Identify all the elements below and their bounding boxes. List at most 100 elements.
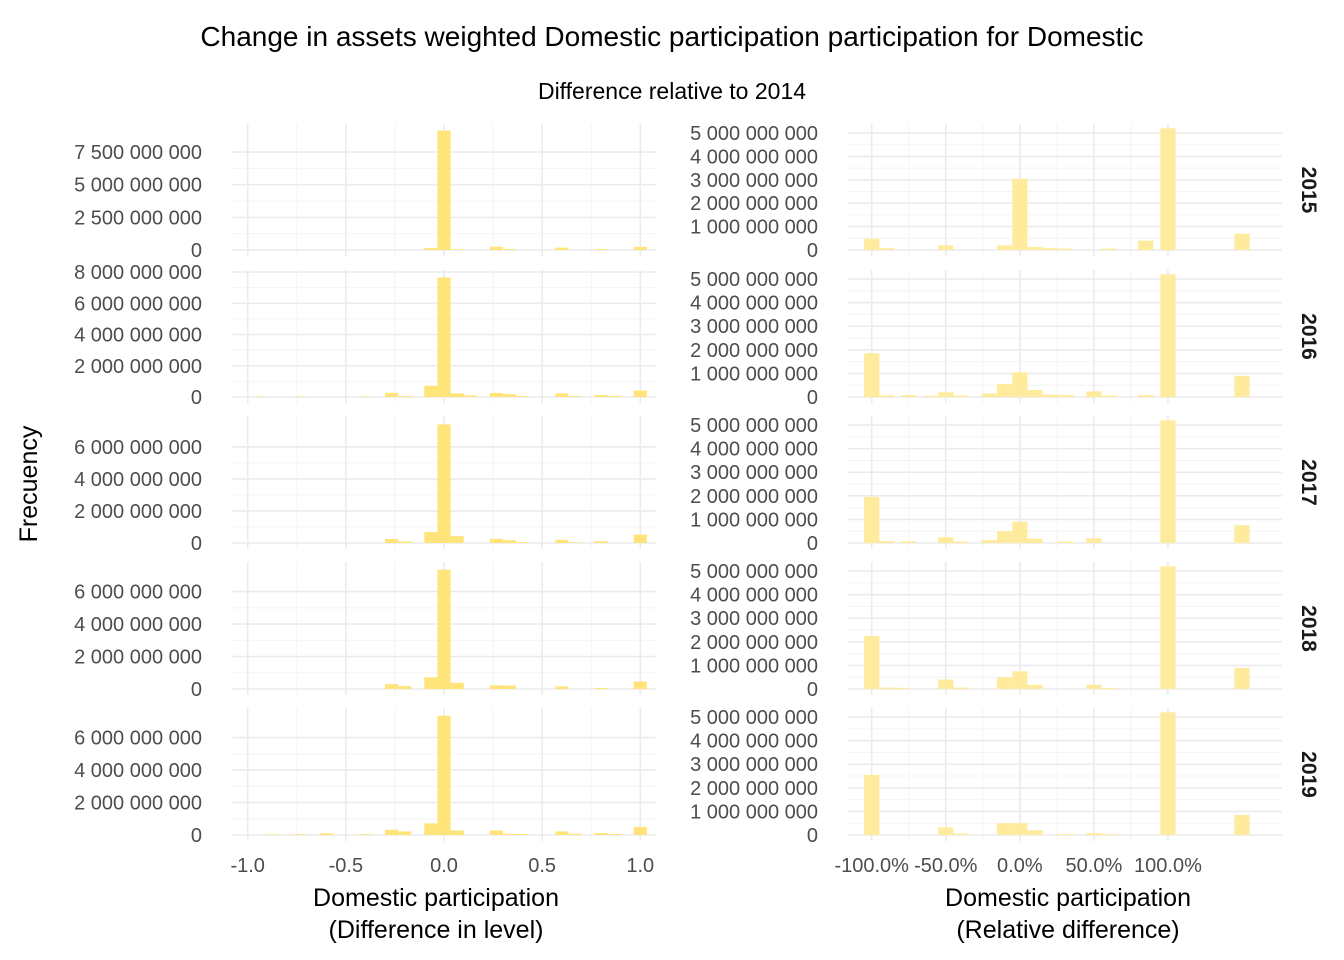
facet-strip-label: 2016 xyxy=(1297,313,1320,360)
histogram-bar xyxy=(1086,391,1102,397)
y-tick-label: 4 000 000 000 xyxy=(690,293,818,315)
y-tick-label: 6 000 000 000 xyxy=(74,728,202,750)
y-tick-label: 0 xyxy=(807,533,818,555)
histogram-bar xyxy=(1160,128,1176,250)
histogram-bar xyxy=(437,424,451,543)
histogram-bar xyxy=(424,677,438,689)
x-tick-label: -50.0% xyxy=(914,855,978,877)
histogram-bar xyxy=(489,246,503,250)
y-tick-label: 2 000 000 000 xyxy=(690,778,818,800)
histogram-bar xyxy=(555,247,569,250)
histogram-bar xyxy=(293,396,307,398)
histogram-bar xyxy=(952,687,969,689)
histogram-bar xyxy=(1160,712,1176,835)
histogram-bar xyxy=(1234,814,1250,835)
y-tick-label: 2 000 000 000 xyxy=(74,356,202,378)
y-tick-label: 2 000 000 000 xyxy=(74,647,202,669)
histogram-bar xyxy=(450,536,464,543)
histogram-bar xyxy=(502,394,516,397)
histogram-bar xyxy=(254,396,268,398)
x-tick-label: 100.0% xyxy=(1134,855,1202,877)
y-tick-label: 4 000 000 000 xyxy=(74,469,202,491)
x-tick-label: -1.0 xyxy=(230,855,264,877)
facet-strip-label: 2017 xyxy=(1297,459,1320,506)
histogram-bar xyxy=(594,394,608,397)
histogram-bar xyxy=(981,393,997,397)
histogram-bar xyxy=(385,684,399,689)
histogram-bar xyxy=(1160,274,1176,397)
histogram-bar xyxy=(1027,830,1043,835)
histogram-bar xyxy=(996,245,1013,250)
y-tick-label: 1 000 000 000 xyxy=(690,217,818,239)
histogram-bar xyxy=(385,538,399,543)
histogram-bar xyxy=(901,395,917,397)
histogram-bar xyxy=(1101,834,1117,835)
histogram-bar xyxy=(633,826,647,835)
histogram-bar xyxy=(437,569,451,689)
y-tick-label: 3 000 000 000 xyxy=(690,754,818,776)
histogram-bar xyxy=(893,687,909,689)
histogram-bar xyxy=(437,277,451,397)
histogram-bar xyxy=(502,833,516,835)
histogram-bar xyxy=(515,834,530,835)
histogram-bar xyxy=(515,396,530,397)
histogram-bar xyxy=(555,686,569,689)
histogram-bar xyxy=(1086,684,1102,689)
histogram-bar xyxy=(1012,178,1028,250)
histogram-bar xyxy=(1027,389,1043,397)
x-tick-label: 0.0% xyxy=(997,855,1043,877)
y-axis-title: Frecuency xyxy=(15,425,43,542)
histogram-bar xyxy=(1012,521,1028,543)
histogram-bar xyxy=(450,830,464,835)
histogram-bar xyxy=(463,395,477,397)
histogram-bar xyxy=(398,831,412,835)
histogram-bar xyxy=(489,685,503,689)
histogram-bar xyxy=(996,823,1013,835)
histogram-bar xyxy=(450,393,464,397)
y-tick-label: 0 xyxy=(191,679,202,701)
y-tick-label: 7 500 000 000 xyxy=(74,142,202,164)
histogram-bar xyxy=(555,393,569,397)
histogram-bar xyxy=(938,537,954,543)
panel-left-2015: 0 2 500 000 000 5 000 000 000 7 500 000 000 xyxy=(74,124,656,262)
x-tick-label: 1.0 xyxy=(626,855,654,877)
histogram-bar xyxy=(594,541,608,543)
y-tick-label: 8 000 000 000 xyxy=(74,262,202,284)
histogram-bar xyxy=(450,682,464,689)
histogram-bar xyxy=(1012,372,1028,397)
x-tick-label: 0.5 xyxy=(528,855,556,877)
histogram-bar xyxy=(607,396,621,397)
y-tick-label: 0 xyxy=(807,679,818,701)
y-tick-label: 6 000 000 000 xyxy=(74,293,202,315)
histogram-bar xyxy=(1027,684,1043,689)
histogram-bar xyxy=(385,392,399,397)
histogram-bar xyxy=(398,541,412,543)
histogram-bar xyxy=(864,353,880,397)
right-x-axis-title-line1: Domestic participation xyxy=(945,884,1191,912)
y-tick-label: 0 xyxy=(191,240,202,262)
y-tick-label: 5 000 000 000 xyxy=(690,707,818,729)
x-tick-label: -100.0% xyxy=(834,855,909,877)
y-tick-label: 2 000 000 000 xyxy=(690,193,818,215)
y-tick-label: 1 000 000 000 xyxy=(690,801,818,823)
panel-left-2018: 0 2 000 000 000 4 000 000 000 6 000 000 000 xyxy=(74,562,656,701)
histogram-bar xyxy=(1027,538,1043,543)
left-x-axis-title-line1: Domestic participation xyxy=(313,884,559,912)
y-tick-label: 4 000 000 000 xyxy=(690,439,818,461)
y-tick-label: 4 000 000 000 xyxy=(690,585,818,607)
histogram-bar xyxy=(293,834,307,835)
right-x-axis-title-line2: (Relative difference) xyxy=(956,916,1179,944)
histogram-bar xyxy=(879,687,895,689)
histogram-bar xyxy=(489,830,503,835)
histogram-bar xyxy=(607,834,621,835)
y-tick-label: 4 000 000 000 xyxy=(74,760,202,782)
x-tick-label: 50.0% xyxy=(1066,855,1123,877)
histogram-bar xyxy=(1057,248,1074,250)
histogram-bar xyxy=(1042,248,1058,250)
histogram-bar xyxy=(1012,823,1028,835)
histogram-bar xyxy=(952,395,969,397)
